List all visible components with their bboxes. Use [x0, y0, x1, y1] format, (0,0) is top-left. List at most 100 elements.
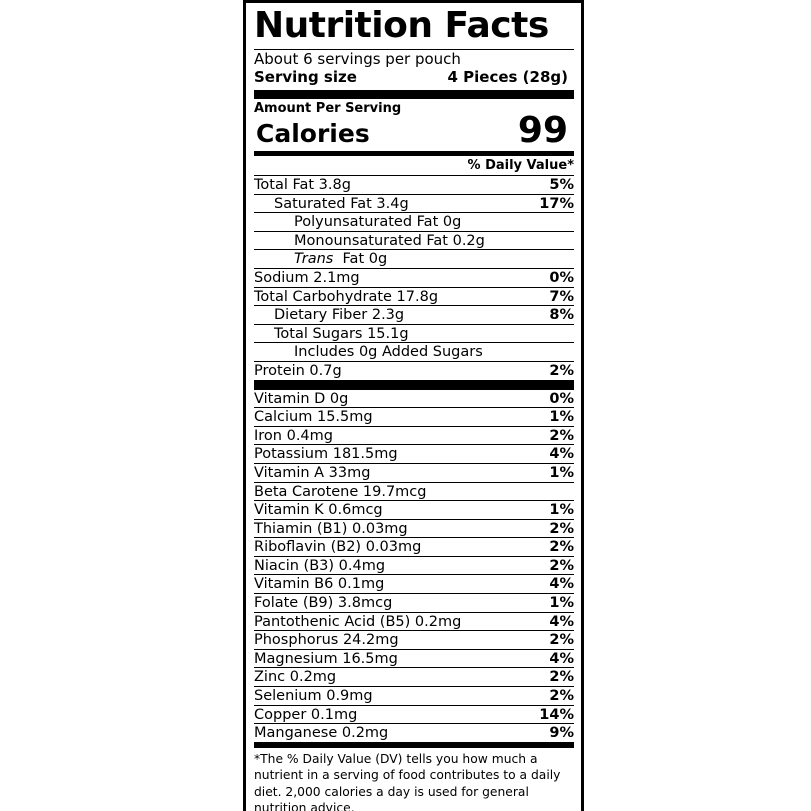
nutrient-row: Selenium 0.9mg 2%: [254, 687, 574, 706]
nutrient-row: Total Fat 3.8g 5%: [254, 176, 574, 195]
nutrient-name: Iron 0.4mg: [254, 427, 333, 445]
nutrient-list: Total Fat 3.8g 5% Saturated Fat 3.4g 17% Pol…: [254, 176, 574, 380]
nutrient-text: Includes 0g Added Sugars: [294, 344, 483, 361]
nutrient-name: Dietary Fiber 2.3g: [254, 306, 404, 324]
daily-value: 4%: [549, 650, 574, 667]
nutrient-text: Iron 0.4mg: [254, 427, 333, 444]
nutrient-text: Total Sugars 15.1g: [274, 325, 409, 342]
footnote: *The % Daily Value (DV) tells you how mu…: [254, 751, 561, 811]
serving-size-value: 4 Pieces (28g): [447, 68, 568, 86]
nutrient-text: Total Fat 3.8g: [254, 177, 351, 193]
nutrient-row: Vitamin B6 0.1mg 4%: [254, 575, 574, 595]
nutrient-name: Pantothenic Acid (B5) 0.2mg: [254, 613, 461, 631]
nutrient-row: Pantothenic Acid (B5) 0.2mg 4%: [254, 613, 574, 632]
daily-value: 2%: [549, 557, 574, 574]
nutrient-row: Copper 0.1mg 14%: [254, 706, 574, 725]
daily-value: 2%: [549, 427, 574, 444]
nutrient-name: Total Sugars 15.1g: [254, 325, 409, 343]
nutrient-row: Calcium 15.5mg 1%: [254, 408, 574, 427]
vitamin-list: Vitamin D 0g 0% Calcium 15.5mg 1% Iron 0.4mg…: [254, 390, 574, 742]
calories-label: Calories: [256, 119, 370, 148]
nutrient-text: Sodium 2.1mg: [254, 269, 360, 286]
nutrient-name: Potassium 181.5mg: [254, 445, 398, 463]
nutrient-row: Total Carbohydrate 17.8g 7%: [254, 288, 574, 307]
nutrient-row: Saturated Fat 3.4g 17%: [254, 195, 574, 214]
servings-text: About 6 servings per pouch: [254, 50, 461, 68]
nutrient-text: Potassium 181.5mg: [254, 446, 398, 463]
nutrient-name: Saturated Fat 3.4g: [254, 195, 409, 213]
daily-value: 4%: [549, 576, 574, 593]
nutrient-name: Riboflavin (B2) 0.03mg: [254, 538, 421, 556]
thick-bar: [254, 90, 574, 99]
nutrient-name: Folate (B9) 3.8mcg: [254, 594, 392, 612]
nutrient-text: Manganese 0.2mg: [254, 725, 389, 742]
dv-header: % Daily Value*: [467, 158, 574, 173]
serving-size: Serving size 4 Pieces (28g): [254, 68, 574, 86]
nutrient-name: Copper 0.1mg: [254, 706, 357, 724]
daily-value: 2%: [549, 688, 574, 705]
daily-value: 7%: [549, 288, 574, 305]
daily-value: 2%: [549, 632, 574, 649]
title: Nutrition Facts: [254, 5, 549, 46]
daily-value: 2%: [549, 539, 574, 556]
nutrient-name: Thiamin (B1) 0.03mg: [254, 520, 408, 538]
nutrient-name: Includes 0g Added Sugars: [254, 343, 483, 361]
nutrient-text: Beta Carotene 19.7mcg: [254, 483, 427, 500]
nutrient-name: Vitamin A 33mg: [254, 464, 370, 482]
nutrient-text: Polyunsaturated Fat 0g: [294, 214, 462, 231]
daily-value: 1%: [549, 464, 574, 481]
nutrient-name: Selenium 0.9mg: [254, 687, 373, 705]
nutrient-text: Fat 0g: [342, 251, 388, 268]
daily-value: 4%: [549, 613, 574, 630]
nutrient-name: Phosphorus 24.2mg: [254, 631, 399, 649]
nutrient-name: Calcium 15.5mg: [254, 408, 373, 426]
daily-value: 1%: [549, 502, 574, 519]
nutrient-name: Vitamin B6 0.1mg: [254, 575, 384, 593]
daily-value: 14%: [539, 706, 574, 723]
calories: Calories 99: [254, 113, 574, 149]
nutrient-row: Thiamin (B1) 0.03mg 2%: [254, 520, 574, 539]
nutrient-row: Vitamin K 0.6mcg 1%: [254, 501, 574, 520]
nutrient-row: Protein 0.7g 2%: [254, 362, 574, 380]
nutrient-text: Phosphorus 24.2mg: [254, 632, 399, 649]
daily-value: 2%: [549, 362, 574, 379]
daily-value: 2%: [549, 669, 574, 686]
nutrient-row: Folate (B9) 3.8mcg 1%: [254, 594, 574, 613]
nutrient-name: Magnesium 16.5mg: [254, 650, 398, 668]
nutrient-text: Monounsaturated Fat 0.2g: [294, 232, 485, 249]
daily-value: 4%: [549, 446, 574, 463]
nutrient-name: Trans Fat 0g: [254, 250, 387, 268]
nutrient-name: Total Fat 3.8g: [254, 176, 351, 194]
daily-value: 0%: [549, 269, 574, 286]
nutrient-row: Vitamin D 0g 0%: [254, 390, 574, 409]
nutrient-name: Sodium 2.1mg: [254, 269, 360, 287]
nutrient-text: Zinc 0.2mg: [254, 669, 337, 686]
nutrient-row: Trans Fat 0g: [254, 250, 574, 269]
nutrient-name: Monounsaturated Fat 0.2g: [254, 232, 485, 250]
nutrient-text: Selenium 0.9mg: [254, 688, 373, 705]
nutrient-text: Pantothenic Acid (B5) 0.2mg: [254, 613, 462, 630]
nutrient-text: Copper 0.1mg: [254, 706, 358, 723]
nutrient-row: Vitamin A 33mg 1%: [254, 464, 574, 483]
nutrient-name: Manganese 0.2mg: [254, 724, 388, 742]
nutrient-text: Vitamin K 0.6mcg: [254, 502, 383, 519]
nutrient-text: Thiamin (B1) 0.03mg: [254, 520, 408, 537]
nutrient-row: Polyunsaturated Fat 0g: [254, 213, 574, 232]
nutrient-row: Beta Carotene 19.7mcg: [254, 483, 574, 502]
servings: About 6 servings per pouch: [254, 50, 574, 68]
daily-value: 2%: [549, 520, 574, 537]
nutrient-text: Magnesium 16.5mg: [254, 650, 398, 667]
nutrient-row: Dietary Fiber 2.3g 8%: [254, 306, 574, 325]
daily-value: 1%: [549, 595, 574, 612]
nutrient-row: Niacin (B3) 0.4mg 2%: [254, 557, 574, 576]
nutrient-text: Riboflavin (B2) 0.03mg: [254, 539, 422, 556]
nutrient-row: Sodium 2.1mg 0%: [254, 269, 574, 288]
rule: [254, 175, 574, 176]
nutrient-text: Calcium 15.5mg: [254, 409, 373, 426]
nutrient-row: Potassium 181.5mg 4%: [254, 445, 574, 464]
nutrient-row: Iron 0.4mg 2%: [254, 427, 574, 446]
nutrient-name: Vitamin D 0g: [254, 390, 348, 408]
medium-bar: [254, 151, 574, 156]
nutrient-row: Manganese 0.2mg 9%: [254, 724, 574, 742]
nutrient-text: Vitamin D 0g: [254, 390, 349, 407]
